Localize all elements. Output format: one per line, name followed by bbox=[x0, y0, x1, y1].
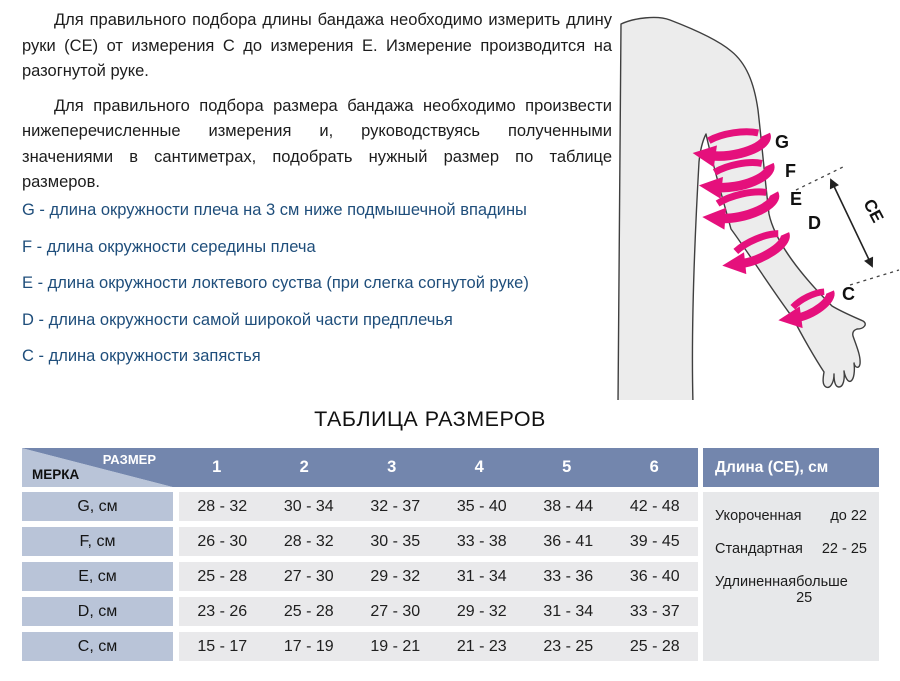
figure-label-f: F bbox=[785, 161, 796, 181]
size-table-title: ТАБЛИЦА РАЗМЕРОВ bbox=[314, 407, 546, 431]
size-cell: 29 - 32 bbox=[456, 603, 507, 620]
size-cell: 25 - 28 bbox=[629, 638, 680, 655]
size-cell: 42 - 48 bbox=[629, 498, 680, 515]
row-label: F, см bbox=[22, 527, 173, 556]
band-f-icon bbox=[698, 159, 775, 199]
length-row-label: Укороченная bbox=[715, 508, 802, 524]
size-cell: 26 - 30 bbox=[197, 533, 248, 550]
length-panel-header: Длина (СЕ), см bbox=[703, 448, 879, 487]
arm-diagram-svg: G F E D C CE bbox=[617, 16, 900, 405]
band-c-icon bbox=[778, 288, 835, 329]
size-cell: 27 - 30 bbox=[283, 568, 334, 585]
corner-label-merka: МЕРКА bbox=[32, 467, 80, 482]
corner-label-razmer: РАЗМЕР bbox=[102, 452, 156, 467]
ce-arrow bbox=[829, 178, 874, 268]
size-cell: 21 - 23 bbox=[456, 638, 507, 655]
column-header-3: 3 bbox=[387, 458, 397, 476]
size-cell: 28 - 32 bbox=[283, 533, 334, 550]
band-e-icon bbox=[702, 188, 780, 230]
legend-item-c: C - длина окружности запястья bbox=[22, 347, 261, 365]
table-row-c: C, см 15 - 17 17 - 19 19 - 21 21 - 23 23… bbox=[22, 632, 698, 661]
table-row-g: G, см 28 - 32 30 - 34 32 - 37 35 - 40 38… bbox=[22, 492, 698, 521]
intro-paragraph-2: Для правильного подбора размера бандажа … bbox=[22, 96, 612, 192]
legend-item-g: G - длина окружности плеча на 3 см ниже … bbox=[22, 201, 527, 219]
length-row-value: 22 - 25 bbox=[821, 541, 867, 557]
ce-dashed-lower bbox=[849, 269, 900, 286]
arm-diagram: G F E D C CE bbox=[612, 0, 900, 405]
legend-item-f: F - длина окружности середины плеча bbox=[22, 237, 316, 256]
length-row-value: больше 25 bbox=[796, 574, 848, 606]
size-table-header: РАЗМЕР МЕРКА 1 2 3 4 5 6 bbox=[22, 448, 698, 487]
column-header-5: 5 bbox=[562, 458, 572, 476]
column-header-2: 2 bbox=[299, 458, 309, 476]
column-header-4: 4 bbox=[474, 458, 484, 476]
size-cell: 36 - 40 bbox=[629, 568, 680, 585]
length-row-long: Удлиненная больше 25 bbox=[715, 574, 867, 607]
intro-paragraph-1: Для правильного подбора длины бандажа не… bbox=[22, 11, 612, 80]
measurement-legend: G - длина окружности плеча на 3 см ниже … bbox=[22, 201, 612, 384]
size-cell: 33 - 36 bbox=[543, 568, 594, 585]
column-header-6: 6 bbox=[649, 458, 659, 476]
size-columns: 1 2 3 4 5 6 bbox=[173, 448, 698, 487]
size-cell: 31 - 34 bbox=[543, 603, 594, 620]
size-cell: 33 - 37 bbox=[629, 603, 680, 620]
band-d-icon bbox=[722, 230, 790, 275]
table-row-d: D, см 23 - 26 25 - 28 27 - 30 29 - 32 31… bbox=[22, 597, 698, 626]
size-cell: 27 - 30 bbox=[370, 603, 421, 620]
row-label: G, см bbox=[22, 492, 173, 521]
length-row-label: Удлиненная bbox=[715, 574, 797, 590]
size-cell: 29 - 32 bbox=[370, 568, 421, 585]
size-cell: 23 - 26 bbox=[197, 603, 248, 620]
length-row-label: Стандартная bbox=[715, 541, 803, 557]
size-cell: 38 - 44 bbox=[543, 498, 594, 515]
size-cell: 23 - 25 bbox=[543, 638, 594, 655]
ce-label: CE bbox=[859, 196, 887, 226]
length-row-standard: Стандартная 22 - 25 bbox=[715, 541, 867, 574]
size-cell: 28 - 32 bbox=[197, 498, 248, 515]
figure-label-e: E bbox=[790, 189, 802, 209]
size-cell: 30 - 35 bbox=[370, 533, 421, 550]
size-cell: 15 - 17 bbox=[197, 638, 248, 655]
length-row-short: Укороченная до 22 bbox=[715, 508, 867, 541]
figure-label-g: G bbox=[775, 132, 789, 152]
length-panel-body: Укороченная до 22 Стандартная 22 - 25 Уд… bbox=[703, 492, 879, 661]
size-cell: 32 - 37 bbox=[370, 498, 421, 515]
size-cell: 36 - 41 bbox=[543, 533, 594, 550]
row-label: C, см bbox=[22, 632, 173, 661]
size-cell: 33 - 38 bbox=[456, 533, 507, 550]
size-table-body: G, см 28 - 32 30 - 34 32 - 37 35 - 40 38… bbox=[22, 492, 698, 667]
table-row-e: E, см 25 - 28 27 - 30 29 - 32 31 - 34 33… bbox=[22, 562, 698, 591]
size-cell: 17 - 19 bbox=[283, 638, 334, 655]
size-cell: 35 - 40 bbox=[456, 498, 507, 515]
figure-label-d: D bbox=[808, 213, 821, 233]
row-label: D, см bbox=[22, 597, 173, 626]
ce-dashed-upper bbox=[795, 165, 846, 191]
size-cell: 31 - 34 bbox=[456, 568, 507, 585]
length-panel: Длина (СЕ), см Укороченная до 22 Стандар… bbox=[703, 448, 879, 661]
size-cell: 25 - 28 bbox=[283, 603, 334, 620]
corner-cell: РАЗМЕР МЕРКА bbox=[22, 448, 173, 487]
legend-item-d: D - длина окружности самой широкой части… bbox=[22, 310, 453, 329]
size-cell: 30 - 34 bbox=[283, 498, 334, 515]
row-label: E, см bbox=[22, 562, 173, 591]
intro-text: Для правильного подбора длины бандажа не… bbox=[22, 8, 612, 205]
size-cell: 19 - 21 bbox=[370, 638, 421, 655]
size-cell: 25 - 28 bbox=[197, 568, 248, 585]
figure-label-c: C bbox=[842, 284, 855, 304]
column-header-1: 1 bbox=[212, 458, 222, 476]
legend-item-e: E - длина окружности локтевого суства (п… bbox=[22, 274, 529, 292]
size-cell: 39 - 45 bbox=[629, 533, 680, 550]
body-silhouette bbox=[617, 16, 866, 405]
table-row-f: F, см 26 - 30 28 - 32 30 - 35 33 - 38 36… bbox=[22, 527, 698, 556]
length-row-value: до 22 bbox=[830, 508, 867, 524]
band-g-icon bbox=[692, 128, 771, 168]
